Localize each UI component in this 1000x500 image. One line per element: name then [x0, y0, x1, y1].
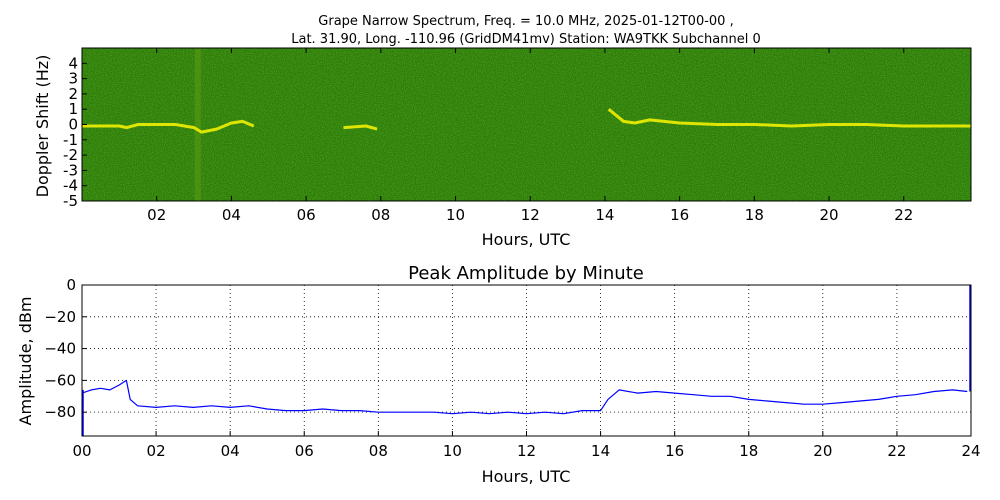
amplitude-x-tick-label: 16 [665, 442, 684, 460]
amplitude-x-tick-label: 04 [221, 442, 240, 460]
amplitude-y-tick-label: −80 [44, 403, 76, 421]
spectrogram-y-tick-label: 1 [68, 100, 78, 118]
amplitude-x-tick-label: 06 [295, 442, 314, 460]
spectrogram-y-tick-label: 3 [68, 70, 78, 88]
spectrogram-y-tick-label: 4 [68, 54, 78, 72]
amplitude-x-tick-label: 02 [147, 442, 166, 460]
amplitude-x-axis-label: Hours, UTC [482, 467, 571, 486]
spectrogram-x-tick-label: 18 [745, 206, 764, 224]
amplitude-y-tick-label: −40 [44, 340, 76, 358]
amplitude-x-ticks: 00 02 04 06 08 10 12 14 16 18 20 22 24 [72, 431, 981, 460]
spectrogram-x-tick-label: 22 [894, 206, 913, 224]
signal-trace-2 [607, 108, 971, 128]
amplitude-y-tick-label: −20 [44, 308, 76, 326]
spectrogram-x-tick-label: 10 [446, 206, 465, 224]
amplitude-plot-area [82, 285, 971, 436]
amplitude-x-tick-label: 14 [591, 442, 610, 460]
amplitude-x-tick-label: 10 [443, 442, 462, 460]
spectrogram-x-tick-label: 12 [521, 206, 540, 224]
amplitude-grid [82, 285, 971, 436]
spectrogram-y-tick-label: -5 [63, 192, 78, 210]
spectrogram-y-tick-label: -3 [63, 161, 78, 179]
spectrogram-vertical-band [194, 48, 201, 201]
spectrogram-x-tick-label: 04 [222, 206, 241, 224]
figure-title-line-2: Lat. 31.90, Long. -110.96 (GridDM41mv) S… [291, 32, 761, 47]
spectrogram-x-tick-label: 20 [820, 206, 839, 224]
amplitude-y-tick-label: 0 [66, 276, 76, 294]
amplitude-x-tick-label: 24 [961, 442, 980, 460]
signal-trace-1 [343, 124, 378, 131]
amplitude-series-line-0 [82, 379, 968, 415]
figure-title-line-1: Grape Narrow Spectrum, Freq. = 10.0 MHz,… [318, 14, 733, 29]
amplitude-x-tick-label: 18 [739, 442, 758, 460]
amplitude-title: Peak Amplitude by Minute [408, 263, 644, 284]
spectrogram-x-ticks: 02 04 06 08 10 12 14 16 18 20 22 [147, 48, 913, 224]
amplitude-marks [82, 285, 971, 436]
amplitude-y-ticks: 0 −20 −40 −60 −80 [44, 276, 87, 421]
amplitude-y-tick-label: −60 [44, 371, 76, 389]
spectrogram-y-tick-label: -2 [63, 146, 78, 164]
amplitude-y-axis-label: Amplitude, dBm [16, 297, 35, 426]
amplitude-x-tick-label: 20 [813, 442, 832, 460]
spectrogram-x-axis-label: Hours, UTC [482, 230, 571, 249]
spectrogram-x-tick-label: 06 [297, 206, 316, 224]
spectrogram-y-tick-label: -1 [63, 131, 78, 149]
signal-trace-0 [82, 119, 255, 134]
spectrogram-marks [82, 48, 971, 201]
spectrogram-y-tick-label: 2 [68, 85, 78, 103]
spectrogram-x-tick-label: 08 [371, 206, 390, 224]
amplitude-x-tick-label: 00 [72, 442, 91, 460]
amplitude-x-tick-label: 12 [517, 442, 536, 460]
amplitude-panel: Peak Amplitude by Minute 00 02 04 06 08 10 12 1… [16, 263, 981, 486]
spectrogram-y-tick-label: 0 [68, 116, 78, 134]
spectrogram-y-tick-label: -4 [63, 177, 78, 195]
spectrogram-x-tick-label: 16 [670, 206, 689, 224]
amplitude-x-tick-label: 22 [887, 442, 906, 460]
spectrogram-y-axis-label: Doppler Shift (Hz) [33, 55, 52, 198]
spectrogram-x-tick-label: 14 [595, 206, 614, 224]
amplitude-x-tick-label: 08 [369, 442, 388, 460]
spectrogram-x-tick-label: 02 [147, 206, 166, 224]
